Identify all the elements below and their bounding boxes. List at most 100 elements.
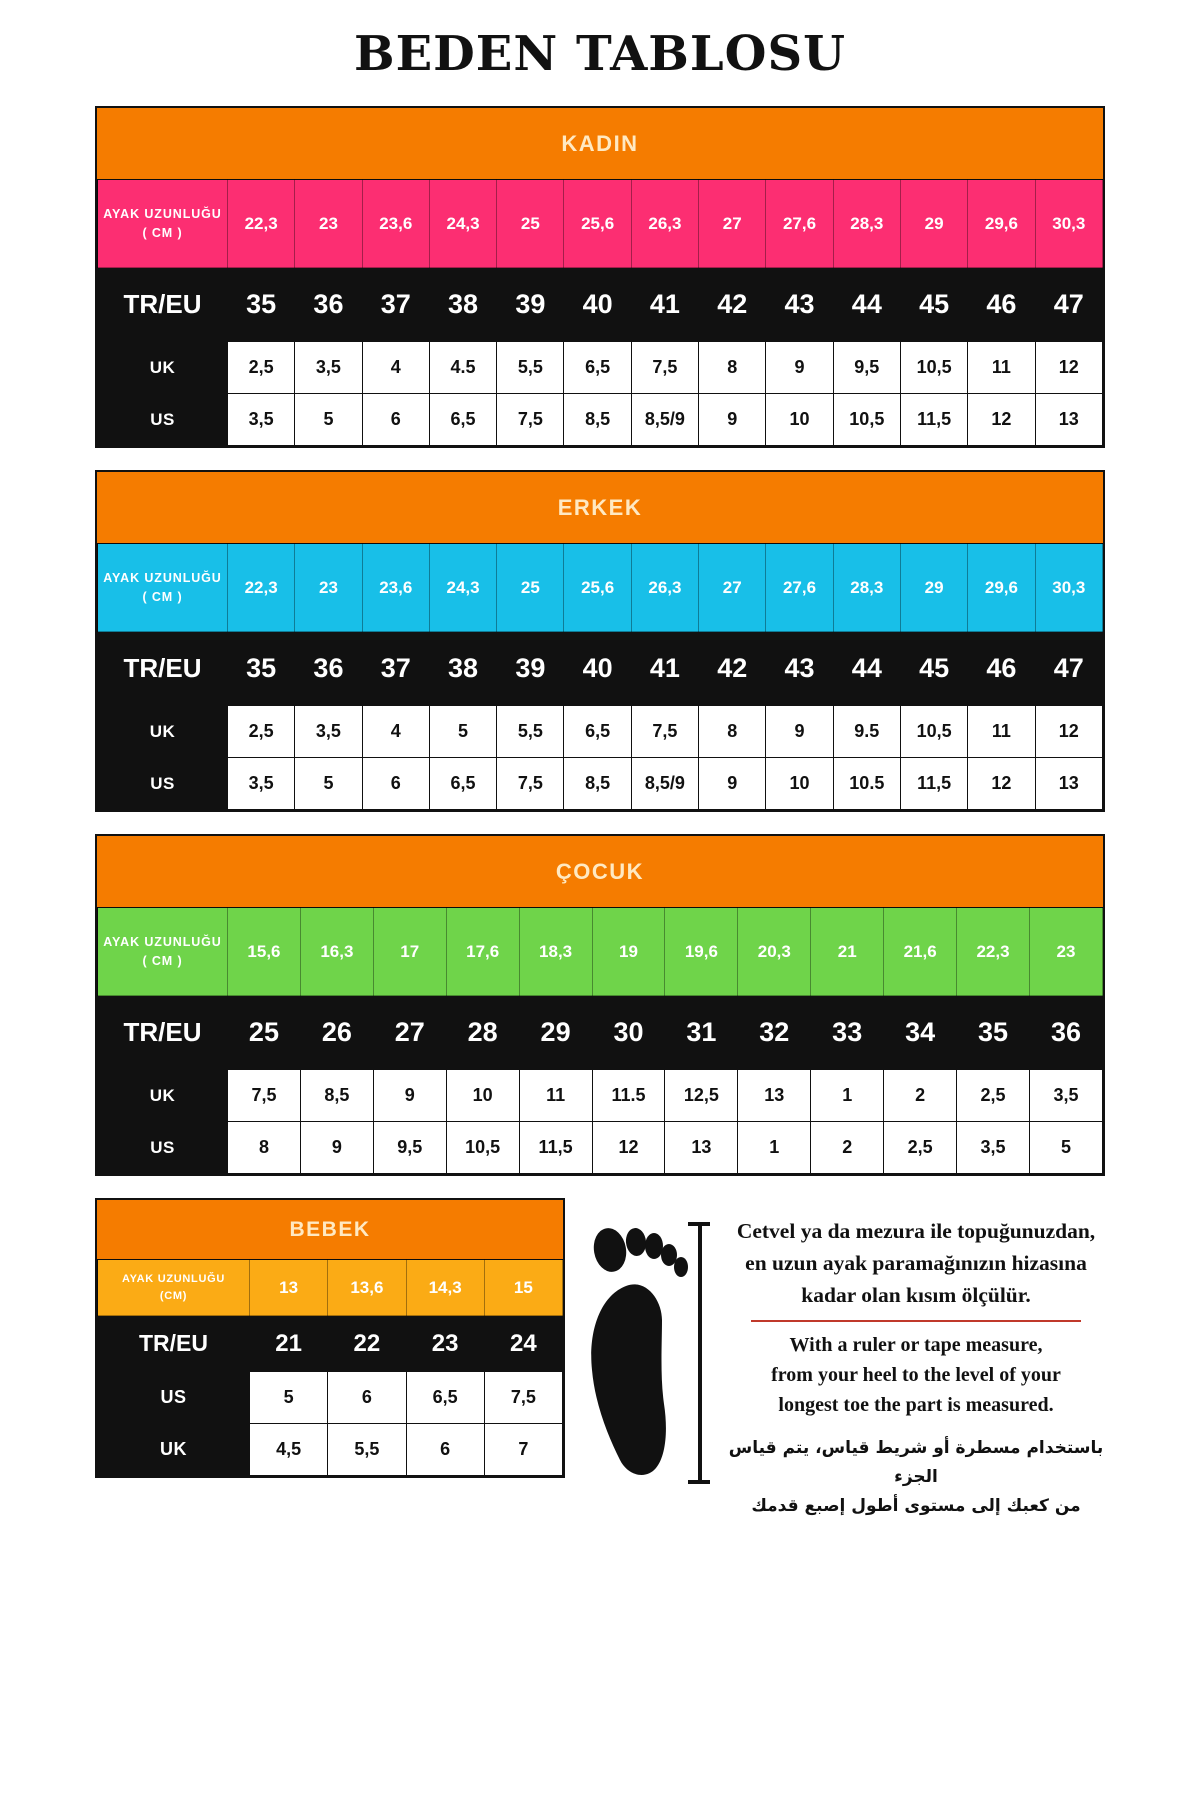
table-grid-bebek: AYAK UZUNLUĞU (CM) 13 13,6 14,3 15 TR/EU… <box>97 1259 564 1476</box>
cell: 6,5 <box>405 1371 485 1424</box>
cell: 14,3 <box>405 1259 485 1316</box>
cell: 46 <box>967 631 1036 706</box>
cell: 9 <box>765 705 834 758</box>
cell: 2 <box>810 1121 885 1174</box>
cell: 22,3 <box>226 543 296 632</box>
instruction-tr: Cetvel ya da mezura ile topuğunuzdan, en… <box>727 1216 1105 1311</box>
row-label-foot-length: AYAK UZUNLUĞU (CM) <box>97 1259 250 1316</box>
instruction-en: With a ruler or tape measure, from your … <box>727 1330 1105 1420</box>
cell: 30,3 <box>1034 543 1104 632</box>
cell: 9.5 <box>832 705 901 758</box>
cell: 11,5 <box>899 757 969 810</box>
row-foot-length-bebek: AYAK UZUNLUĞU (CM) 13 13,6 14,3 15 <box>97 1259 564 1316</box>
cell: 27,6 <box>765 179 834 268</box>
cell: 12 <box>591 1121 666 1174</box>
cell: 8 <box>698 705 767 758</box>
cell: 10 <box>765 757 834 810</box>
cell: 7,5 <box>496 393 565 446</box>
foot-print-icon <box>591 1222 710 1484</box>
cell: 24,3 <box>428 543 498 632</box>
cell: 23 <box>405 1315 485 1372</box>
cell: 9,5 <box>832 341 901 394</box>
cell: 2,5 <box>226 341 296 394</box>
cell: 29 <box>518 995 593 1070</box>
cell: 28,3 <box>832 179 901 268</box>
cell: 9,5 <box>372 1121 447 1174</box>
cell: 27 <box>698 543 767 632</box>
cell: 6 <box>361 393 430 446</box>
cell: 9 <box>765 341 834 394</box>
cell: 1 <box>810 1069 885 1122</box>
cell: 8,5/9 <box>630 757 700 810</box>
cell: 21 <box>810 907 885 996</box>
cell: 3,5 <box>294 705 363 758</box>
cell: 27,6 <box>765 543 834 632</box>
row-foot-length-cocuk: AYAK UZUNLUĞU ( CM ) 15,6 16,3 17 17,6 1… <box>97 907 1104 996</box>
cell: 23,6 <box>361 543 430 632</box>
cell: 5 <box>428 705 498 758</box>
cell: 11 <box>518 1069 593 1122</box>
cell: 8 <box>698 341 767 394</box>
cell: 23 <box>294 179 363 268</box>
cell: 33 <box>810 995 885 1070</box>
cell: 6,5 <box>563 705 632 758</box>
cell: 35 <box>226 267 296 342</box>
row-label-us: US <box>97 757 228 810</box>
instruction-ar-line1: باستخدام مسطرة أو شريط قياس، يتم قياس ال… <box>728 1438 1104 1488</box>
cell: 45 <box>899 631 969 706</box>
cell: 38 <box>428 267 498 342</box>
cell: 46 <box>967 267 1036 342</box>
cell: 8 <box>227 1121 301 1174</box>
cell: 7,5 <box>227 1069 301 1122</box>
cell: 29 <box>899 179 969 268</box>
cell: 13 <box>1034 393 1104 446</box>
cell: 8,5/9 <box>630 393 700 446</box>
cell: 13 <box>248 1259 329 1316</box>
cell: 6,5 <box>563 341 632 394</box>
foot-length-unit: ( CM ) <box>142 589 183 604</box>
cell: 40 <box>563 631 632 706</box>
foot-illustration <box>565 1198 715 1498</box>
cell: 23 <box>1028 907 1104 996</box>
cell: 12,5 <box>664 1069 739 1122</box>
row-uk-cocuk: UK 7,5 8,5 9 10 11 11.5 12,5 13 1 2 2,5 … <box>97 1069 1104 1122</box>
cell: 26,3 <box>630 179 700 268</box>
cell: 2 <box>883 1069 958 1122</box>
row-uk-kadin: UK 2,5 3,5 4 4.5 5,5 6,5 7,5 8 9 9,5 10,… <box>97 341 1104 394</box>
cell: 4 <box>361 341 430 394</box>
cell: 42 <box>698 631 767 706</box>
bottom-section: BEBEK AYAK UZUNLUĞU (CM) 13 13,6 14,3 15… <box>95 1198 1105 1521</box>
cell: 6,5 <box>428 393 498 446</box>
row-label-uk: UK <box>97 341 228 394</box>
cell: 25 <box>496 543 565 632</box>
row-label-uk: UK <box>97 1069 228 1122</box>
cell: 41 <box>630 267 700 342</box>
cell: 29,6 <box>967 179 1036 268</box>
cell: 24 <box>483 1315 564 1372</box>
cell: 36 <box>1028 995 1104 1070</box>
cell: 5,5 <box>496 705 565 758</box>
cell: 45 <box>899 267 969 342</box>
cell: 10,5 <box>445 1121 520 1174</box>
cell: 12 <box>1034 341 1104 394</box>
cell: 25,6 <box>563 179 632 268</box>
instruction-tr-line2: en uzun ayak paramağınızın hizasına <box>745 1250 1087 1275</box>
foot-length-unit: (CM) <box>159 1289 188 1302</box>
cell: 30,3 <box>1034 179 1104 268</box>
row-uk-erkek: UK 2,5 3,5 4 5 5,5 6,5 7,5 8 9 9.5 10,5 … <box>97 705 1104 758</box>
cell: 3,5 <box>956 1121 1030 1174</box>
instruction-en-line2: from your heel to the level of your <box>771 1364 1061 1387</box>
row-label-treu: TR/EU <box>97 995 228 1070</box>
instruction-en-line3: longest toe the part is measured. <box>778 1394 1054 1417</box>
cell: 15 <box>483 1259 564 1316</box>
table-grid-erkek: AYAK UZUNLUĞU ( CM ) 22,3 23 23,6 24,3 2… <box>97 543 1104 810</box>
size-table-bebek: BEBEK AYAK UZUNLUĞU (CM) 13 13,6 14,3 15… <box>95 1198 565 1478</box>
cell: 3,5 <box>294 341 363 394</box>
cell: 4,5 <box>248 1423 329 1476</box>
cell: 35 <box>226 631 296 706</box>
cell: 38 <box>428 631 498 706</box>
row-treu-erkek: TR/EU 35 36 37 38 39 40 41 42 43 44 45 4… <box>97 631 1104 706</box>
foot-length-text: AYAK UZUNLUĞU <box>103 570 222 585</box>
cell: 4 <box>361 705 430 758</box>
cell: 25 <box>496 179 565 268</box>
